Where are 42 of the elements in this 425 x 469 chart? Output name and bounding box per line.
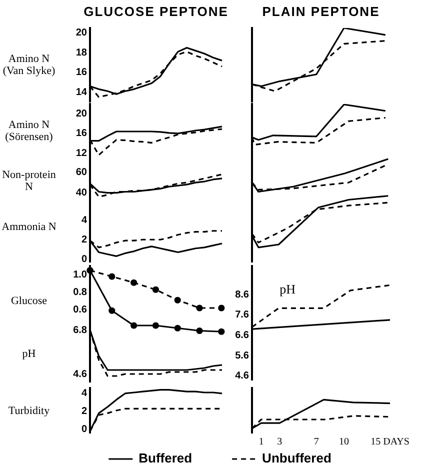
y-tick-label: 6.6 <box>235 330 250 341</box>
y-axis-title: Ammonia N <box>0 220 58 232</box>
x-tick-label: 3 <box>277 436 282 448</box>
y-tick-label: 60 <box>76 167 88 178</box>
y-tick-label: 2 <box>81 406 88 418</box>
annotation: pH <box>280 281 296 296</box>
y-tick-label: 6.8 <box>73 324 88 336</box>
x-tick-label: 1 <box>258 436 264 448</box>
y-axis-title: Glucose <box>10 295 48 307</box>
legend-label: Buffered <box>138 450 192 466</box>
y-tick-label: 18 <box>76 47 88 58</box>
y-tick-label: 8.6 <box>235 289 250 300</box>
y-tick-label: 4.6 <box>73 368 88 380</box>
chart-title: GLUCOSE PEPTONE <box>82 4 230 19</box>
chart-title: PLAIN PEPTONE <box>261 4 381 19</box>
x-tick-label: 7 <box>314 436 319 448</box>
y-tick-label: 12 <box>76 148 88 159</box>
y-tick-label: 2 <box>81 234 88 246</box>
y-tick-label: 16 <box>76 67 88 78</box>
y-tick-label: 0.6 <box>73 304 88 316</box>
y-tick-label: 4 <box>81 214 88 226</box>
y-tick-label: 0 <box>81 424 88 436</box>
y-axis-title: Amino N (Sörensen) <box>4 119 54 143</box>
y-tick-label: 0.8 <box>73 287 88 298</box>
y-axis-title: Turbidity <box>7 404 51 416</box>
y-tick-label: 20 <box>76 108 88 120</box>
y-tick-label: 7.6 <box>235 310 250 321</box>
y-tick-label: 0 <box>81 254 88 265</box>
y-tick-label: 5.6 <box>235 350 250 362</box>
y-tick-label: 14 <box>76 86 88 98</box>
y-axis-title: pH <box>21 348 37 360</box>
y-tick-label: 20 <box>76 28 88 39</box>
y-tick-label: 1.0 <box>73 270 88 280</box>
y-tick-label: 40 <box>76 188 88 199</box>
legend-label: Unbuffered <box>262 450 332 466</box>
y-tick-label: 4 <box>81 388 88 400</box>
y-tick-label: 4.6 <box>235 370 250 382</box>
x-tick-label: 15 DAYS <box>370 436 410 448</box>
y-axis-title: Non-protein N <box>1 168 57 192</box>
x-tick-label: 10 <box>339 436 349 448</box>
y-axis-title: Amino N (Van Slyke) <box>2 53 56 77</box>
y-tick-label: 16 <box>76 128 88 140</box>
